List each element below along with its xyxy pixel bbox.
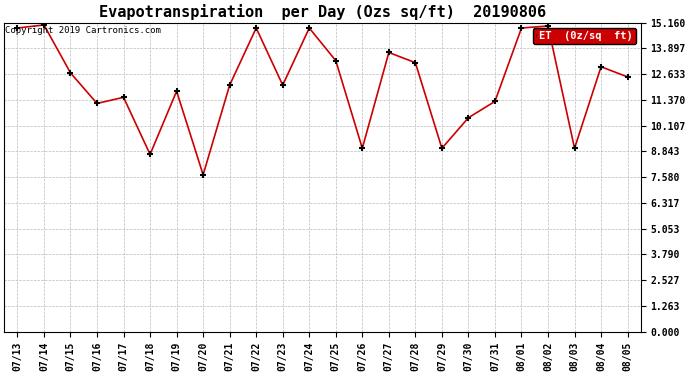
Legend: ET  (0z/sq  ft): ET (0z/sq ft) [533,28,635,44]
Text: Copyright 2019 Cartronics.com: Copyright 2019 Cartronics.com [6,26,161,35]
Title: Evapotranspiration  per Day (Ozs sq/ft)  20190806: Evapotranspiration per Day (Ozs sq/ft) 2… [99,4,546,20]
